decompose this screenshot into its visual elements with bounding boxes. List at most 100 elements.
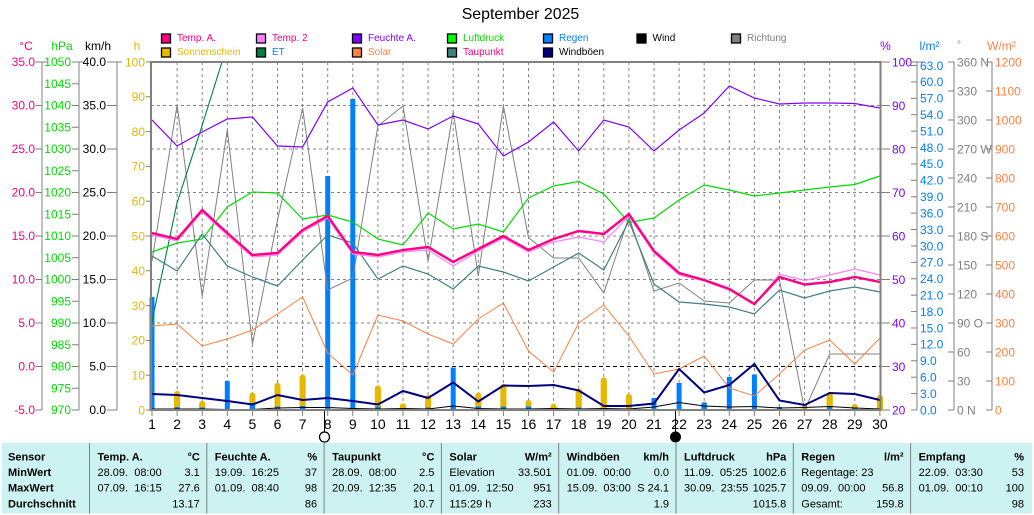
svg-text:35.0: 35.0	[12, 55, 36, 69]
svg-text:975: 975	[51, 381, 71, 395]
svg-text:Windböen: Windböen	[559, 47, 604, 58]
svg-text:980: 980	[51, 360, 71, 374]
svg-text:8: 8	[324, 416, 332, 432]
svg-text:1010: 1010	[44, 229, 71, 243]
svg-text:19: 19	[596, 416, 612, 432]
svg-text:25.0: 25.0	[83, 186, 107, 200]
svg-text:600: 600	[995, 229, 1015, 243]
svg-text:1200: 1200	[995, 55, 1022, 69]
svg-text:970: 970	[51, 403, 71, 417]
svg-text:33.501: 33.501	[518, 467, 552, 479]
svg-text:28: 28	[822, 416, 838, 432]
svg-text:120: 120	[957, 287, 977, 301]
svg-text:35.0: 35.0	[83, 99, 107, 113]
svg-text:1050: 1050	[44, 55, 71, 69]
svg-text:115:29 h: 115:29 h	[449, 498, 491, 510]
svg-text:240: 240	[957, 171, 977, 185]
svg-text:07.09. 16:15: 07.09. 16:15	[98, 483, 162, 495]
svg-text:10.0: 10.0	[12, 273, 36, 287]
svg-text:20.0: 20.0	[83, 229, 107, 243]
svg-text:60: 60	[132, 195, 146, 209]
svg-text:12.0: 12.0	[920, 338, 944, 352]
svg-text:%: %	[307, 452, 317, 464]
svg-text:Luftdruck: Luftdruck	[684, 452, 736, 464]
svg-text:300: 300	[995, 316, 1015, 330]
svg-text:Regentage: 23: Regentage: 23	[801, 467, 873, 479]
svg-text:28.09. 08:00: 28.09. 08:00	[332, 467, 396, 479]
svg-text:Feuchte A.: Feuchte A.	[215, 452, 271, 464]
svg-text:Temp. A.: Temp. A.	[98, 452, 143, 464]
svg-text:01.09. 00:00: 01.09. 00:00	[567, 467, 631, 479]
svg-text:300: 300	[957, 113, 977, 127]
svg-text:Wind: Wind	[653, 33, 676, 44]
svg-text:°: °	[957, 40, 961, 51]
svg-text:2.5: 2.5	[419, 467, 434, 479]
svg-text:29: 29	[847, 416, 863, 432]
svg-text:21.0: 21.0	[920, 288, 944, 302]
svg-text:1015: 1015	[44, 207, 71, 221]
svg-text:700: 700	[995, 200, 1015, 214]
svg-text:0 N: 0 N	[957, 403, 976, 417]
svg-text:50: 50	[132, 229, 146, 243]
svg-text:400: 400	[995, 287, 1015, 301]
svg-text:60: 60	[892, 229, 906, 243]
svg-text:16: 16	[521, 416, 537, 432]
svg-text:01.09. 08:40: 01.09. 08:40	[215, 483, 279, 495]
svg-text:-5.0: -5.0	[14, 403, 35, 417]
svg-text:0.0: 0.0	[654, 467, 669, 479]
svg-text:20: 20	[892, 403, 906, 417]
svg-text:°C: °C	[187, 452, 199, 464]
svg-text:995: 995	[51, 294, 71, 308]
svg-text:900: 900	[995, 142, 1015, 156]
svg-text:70: 70	[132, 160, 146, 174]
svg-text:h: h	[134, 39, 141, 53]
svg-text:l/m²: l/m²	[920, 39, 940, 53]
svg-text:1015.8: 1015.8	[753, 498, 787, 510]
svg-text:30.0: 30.0	[12, 99, 36, 113]
svg-text:Taupunkt: Taupunkt	[463, 47, 504, 58]
svg-text:27: 27	[797, 416, 813, 432]
svg-text:20.0: 20.0	[12, 186, 36, 200]
svg-text:100: 100	[125, 55, 145, 69]
svg-text:7: 7	[299, 416, 307, 432]
svg-text:210: 210	[957, 200, 977, 214]
svg-text:12: 12	[420, 416, 436, 432]
svg-text:800: 800	[995, 171, 1015, 185]
svg-text:1040: 1040	[44, 99, 71, 113]
svg-text:15.0: 15.0	[920, 321, 944, 335]
svg-text:90: 90	[892, 99, 906, 113]
svg-text:Luftdruck: Luftdruck	[463, 33, 505, 44]
svg-text:1025.7: 1025.7	[753, 483, 787, 495]
svg-text:18: 18	[571, 416, 587, 432]
svg-text:09.09. 00:00: 09.09. 00:00	[801, 483, 865, 495]
svg-text:15: 15	[496, 416, 512, 432]
svg-text:l/m²: l/m²	[884, 452, 904, 464]
svg-text:Temp. 2: Temp. 2	[272, 33, 308, 44]
svg-text:3.1: 3.1	[185, 467, 200, 479]
svg-text:20.09. 12:35: 20.09. 12:35	[332, 483, 396, 495]
svg-text:15.0: 15.0	[83, 273, 107, 287]
svg-text:100: 100	[1006, 483, 1024, 495]
svg-text:5.0: 5.0	[89, 360, 106, 374]
svg-text:40: 40	[892, 316, 906, 330]
svg-text:September 2025: September 2025	[462, 6, 580, 23]
svg-text:53: 53	[1012, 467, 1024, 479]
svg-text:Elevation: Elevation	[449, 467, 494, 479]
svg-text:2: 2	[173, 416, 181, 432]
svg-text:25: 25	[747, 416, 763, 432]
svg-text:Sensor: Sensor	[8, 452, 46, 464]
svg-text:17: 17	[546, 416, 562, 432]
svg-text:80: 80	[132, 125, 146, 139]
svg-text:0.0: 0.0	[18, 360, 35, 374]
svg-text:90 O: 90 O	[957, 316, 983, 330]
svg-text:Gesamt:: Gesamt:	[801, 498, 843, 510]
svg-text:1100: 1100	[995, 84, 1021, 98]
svg-text:1002.6: 1002.6	[753, 467, 787, 479]
svg-text:14: 14	[471, 416, 487, 432]
svg-text:21: 21	[646, 416, 662, 432]
svg-text:6: 6	[274, 416, 282, 432]
svg-text:1000: 1000	[995, 113, 1022, 127]
svg-text:90: 90	[132, 90, 146, 104]
svg-text:360 N: 360 N	[957, 55, 989, 69]
svg-text:23: 23	[696, 416, 712, 432]
